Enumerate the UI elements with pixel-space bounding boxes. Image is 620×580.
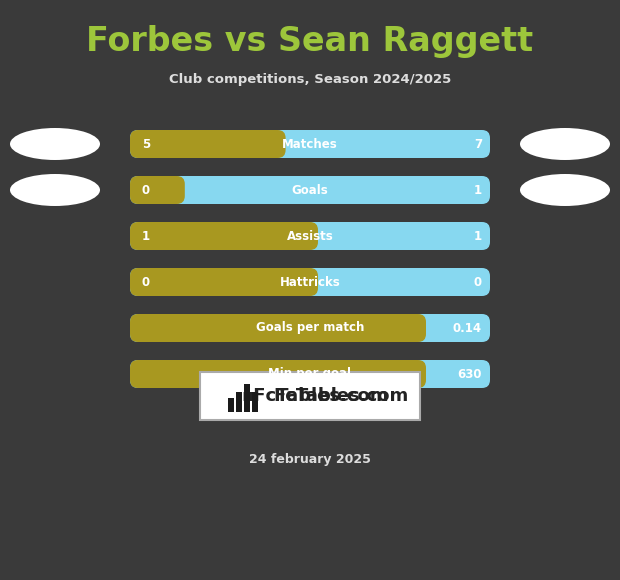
FancyBboxPatch shape xyxy=(130,222,318,250)
FancyBboxPatch shape xyxy=(200,372,420,420)
FancyBboxPatch shape xyxy=(252,392,258,412)
Text: 7: 7 xyxy=(474,137,482,150)
Text: Matches: Matches xyxy=(282,137,338,150)
FancyBboxPatch shape xyxy=(130,360,490,388)
FancyBboxPatch shape xyxy=(236,392,242,412)
FancyBboxPatch shape xyxy=(130,222,490,250)
Text: Goals per match: Goals per match xyxy=(256,321,364,335)
Text: 630: 630 xyxy=(458,368,482,380)
Text: Hattricks: Hattricks xyxy=(280,276,340,288)
FancyBboxPatch shape xyxy=(130,314,426,342)
FancyBboxPatch shape xyxy=(130,268,318,296)
Text: Min per goal: Min per goal xyxy=(268,368,352,380)
FancyBboxPatch shape xyxy=(228,398,234,412)
Text: 5: 5 xyxy=(142,137,150,150)
Text: 1: 1 xyxy=(142,230,150,242)
Text: FcTables.com: FcTables.com xyxy=(273,387,408,405)
FancyBboxPatch shape xyxy=(130,268,490,296)
Text: Goals: Goals xyxy=(291,183,329,197)
Text: 0: 0 xyxy=(474,276,482,288)
FancyBboxPatch shape xyxy=(244,384,250,412)
FancyBboxPatch shape xyxy=(130,314,490,342)
FancyBboxPatch shape xyxy=(130,130,490,158)
Text: 24 february 2025: 24 february 2025 xyxy=(249,454,371,466)
Text: Forbes vs Sean Raggett: Forbes vs Sean Raggett xyxy=(86,26,534,59)
Text: Club competitions, Season 2024/2025: Club competitions, Season 2024/2025 xyxy=(169,74,451,86)
Ellipse shape xyxy=(520,128,610,160)
Text: 0: 0 xyxy=(142,276,150,288)
Text: Assists: Assists xyxy=(286,230,334,242)
FancyBboxPatch shape xyxy=(130,360,426,388)
FancyBboxPatch shape xyxy=(130,176,185,204)
FancyBboxPatch shape xyxy=(130,176,490,204)
Text: 1: 1 xyxy=(474,183,482,197)
Text: 0.14: 0.14 xyxy=(453,321,482,335)
Ellipse shape xyxy=(520,174,610,206)
Text: 0: 0 xyxy=(142,183,150,197)
FancyBboxPatch shape xyxy=(130,130,286,158)
Text: ▪FcTables.com: ▪FcTables.com xyxy=(241,387,389,405)
Text: 1: 1 xyxy=(474,230,482,242)
Ellipse shape xyxy=(10,128,100,160)
Ellipse shape xyxy=(10,174,100,206)
